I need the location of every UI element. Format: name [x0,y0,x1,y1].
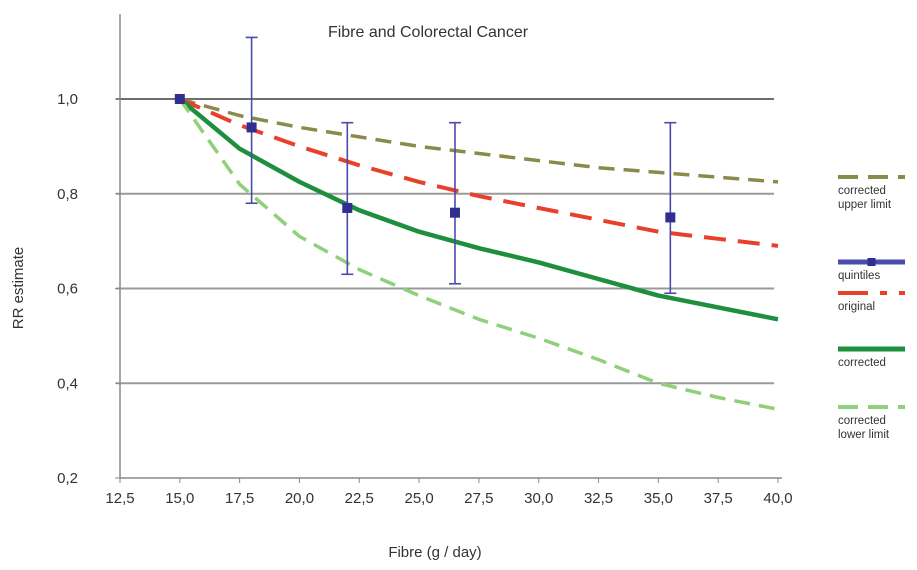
series-lines [178,97,779,412]
legend-label-corrected-upper-limit-0: corrected [838,185,886,197]
y-tick-labels: 0,2 0,4 0,6 0,8 1,0 [57,91,120,487]
x-tick-label-8: 32,5 [584,490,613,507]
legend-label-corrected-lower-limit-0: corrected [838,415,886,427]
series-corrected-upper-limit [179,97,779,184]
x-tick-labels: 12,5 15,0 17,5 20,0 22,5 25,0 27,5 30,0 32,5 35,0… [105,478,793,507]
legend-label-corrected-0: corrected [838,357,886,369]
x-tick-label-4: 22,5 [345,490,374,507]
series-original [178,97,779,248]
legend-marker-quintiles [867,258,876,266]
series-corrected-lower-limit [178,97,779,412]
y-tick-label-1: 0,4 [57,375,78,392]
x-tick-label-11: 40,0 [763,490,792,507]
quintile-point-3 [449,207,460,218]
x-tick-label-0: 12,5 [105,490,134,507]
y-tick-label-0: 0,2 [57,470,78,487]
x-axis-title: Fibre (g / day) [388,544,481,561]
x-tick-label-9: 35,0 [644,490,673,507]
y-tick-label-3: 0,8 [57,186,78,203]
axes [119,14,782,479]
y-axis-title: RR estimate [10,247,27,330]
legend-label-original-0: original [838,301,875,313]
quintile-point-2 [342,202,353,213]
chart-title: Fibre and Colorectal Cancer [328,24,529,41]
y-tick-label-4: 1,0 [57,91,78,108]
x-tick-label-2: 17,5 [225,490,254,507]
quintile-point-0 [174,94,185,104]
x-tick-label-1: 15,0 [165,490,194,507]
series-corrected [178,97,779,322]
x-tick-label-5: 25,0 [404,490,433,507]
legend-label-quintiles-0: quintiles [838,270,880,282]
legend: corrected upper limit quintiles original cor… [838,175,905,441]
x-tick-label-7: 30,0 [524,490,553,507]
legend-label-corrected-upper-limit-1: upper limit [838,199,892,211]
y-tick-label-2: 0,6 [57,281,78,298]
x-tick-label-6: 27,5 [464,490,493,507]
quintile-error-bars [174,36,677,295]
quintile-point-1 [246,122,257,133]
legend-label-corrected-lower-limit-1: lower limit [838,429,890,441]
x-tick-label-3: 20,0 [285,490,314,507]
quintile-point-4 [665,212,676,223]
x-tick-label-10: 37,5 [704,490,733,507]
